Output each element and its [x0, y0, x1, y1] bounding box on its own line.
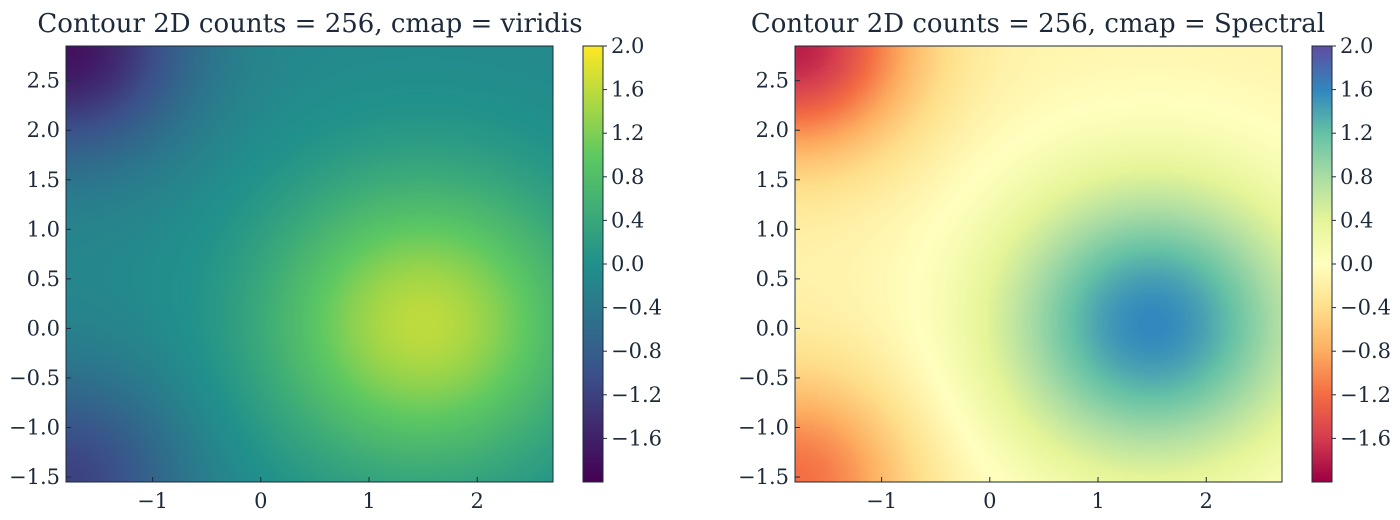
colorbar-tick-label: −0.4 — [611, 296, 662, 320]
heatmap-viridis — [66, 46, 553, 482]
y-tick-label: 2.5 — [756, 69, 789, 93]
colorbar-tick-label: 1.6 — [1340, 78, 1373, 102]
colorbar-tick-label: −1.6 — [611, 426, 662, 450]
y-tick-label: 2.5 — [27, 69, 60, 93]
colorbar-viridis — [583, 46, 603, 482]
colorbar-tick-label: 0.4 — [1340, 208, 1373, 232]
y-tick-label: 1.0 — [756, 217, 789, 241]
colorbar-tick-label: −0.8 — [1340, 339, 1391, 363]
colorbar-tick-label: 0.8 — [1340, 165, 1373, 189]
colorbar-tick-label: 0.8 — [611, 165, 644, 189]
x-tick-label: 1 — [1091, 489, 1104, 513]
y-tick-label: −1.0 — [738, 416, 789, 440]
y-tick-label: 2.0 — [27, 118, 60, 142]
plot-frame-viridis — [65, 45, 554, 483]
chart-title-spectral: Contour 2D counts = 256, cmap = Spectral — [751, 9, 1325, 39]
y-tick-label: 0.5 — [756, 267, 789, 291]
plot-frame-spectral — [794, 45, 1283, 483]
y-tick-label: 1.5 — [756, 168, 789, 192]
y-tick-label: 0.0 — [756, 316, 789, 340]
colorbar-tick-label: 2.0 — [611, 34, 644, 58]
axes-viridis: −1 0 1 2 2.5 2.0 1.5 1.0 0.5 0.0 −0.5 −1.0 −1.5 — [9, 69, 484, 513]
y-tick-label: 2.0 — [756, 118, 789, 142]
y-tick-label: 1.5 — [27, 168, 60, 192]
y-tick-label: 0.5 — [27, 267, 60, 291]
colorbar-tick-label: 0.0 — [1340, 252, 1373, 276]
x-tick-label: −1 — [137, 489, 168, 513]
heatmap-spectral — [795, 46, 1282, 482]
panel-spectral: Contour 2D counts = 256, cmap = Spectral… — [738, 9, 1391, 513]
y-tick-label: −0.5 — [738, 366, 789, 390]
y-tick-label: 0.0 — [27, 316, 60, 340]
colorbar-tick-label: −0.8 — [611, 339, 662, 363]
axes-spectral: −1 0 1 2 2.5 2.0 1.5 1.0 0.5 0.0 −0.5 −1.0 −1.5 — [738, 69, 1213, 513]
y-tick-label: −1.5 — [9, 465, 60, 489]
chart-title-viridis: Contour 2D counts = 256, cmap = viridis — [37, 9, 582, 39]
y-tick-label: −1.0 — [9, 416, 60, 440]
x-tick-label: 0 — [983, 489, 996, 513]
colorbar-tick-label: 2.0 — [1340, 34, 1373, 58]
colorbar-tick-label: 0.4 — [611, 208, 644, 232]
x-tick-label: 2 — [1200, 489, 1213, 513]
colorbar-tick-label: 1.2 — [611, 121, 644, 145]
x-tick-label: 1 — [362, 489, 375, 513]
colorbar-tick-label: 1.2 — [1340, 121, 1373, 145]
colorbar-tick-label: 0.0 — [611, 252, 644, 276]
y-tick-label: −0.5 — [9, 366, 60, 390]
colorbar-axis-viridis: 2.0 1.6 1.2 0.8 0.4 0.0 −0.4 −0.8 −1.2 −1.6 — [603, 34, 662, 450]
x-tick-label: 2 — [471, 489, 484, 513]
colorbar-tick-label: −1.2 — [1340, 383, 1391, 407]
x-tick-label: −1 — [866, 489, 897, 513]
y-tick-label: 1.0 — [27, 217, 60, 241]
colorbar-tick-label: −1.6 — [1340, 426, 1391, 450]
x-tick-label: 0 — [254, 489, 267, 513]
panel-viridis: Contour 2D counts = 256, cmap = viridis … — [9, 9, 662, 513]
colorbar-spectral — [1312, 46, 1332, 482]
colorbar-axis-spectral: 2.0 1.6 1.2 0.8 0.4 0.0 −0.4 −0.8 −1.2 −1.6 — [1332, 34, 1391, 450]
colorbar-tick-label: 1.6 — [611, 78, 644, 102]
colorbar-tick-label: −0.4 — [1340, 296, 1391, 320]
colorbar-tick-label: −1.2 — [611, 383, 662, 407]
y-tick-label: −1.5 — [738, 465, 789, 489]
